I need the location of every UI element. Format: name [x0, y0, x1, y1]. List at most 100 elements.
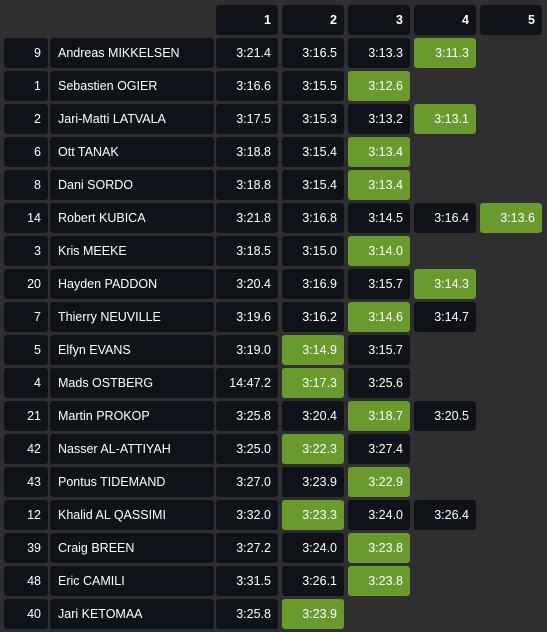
car-number: 4: [4, 368, 48, 398]
driver-name[interactable]: Jari-Matti LATVALA: [50, 104, 214, 134]
car-number: 8: [4, 170, 48, 200]
stage-header-2[interactable]: 2: [282, 5, 344, 35]
driver-name[interactable]: Robert KUBICA: [50, 203, 214, 233]
stage-time: 3:15.3: [282, 104, 344, 134]
header-spacer-name: [50, 5, 214, 35]
stage-time: 3:20.4: [282, 401, 344, 431]
table-row[interactable]: 7 Thierry NEUVILLE 3:19.6 3:16.2 3:14.6 3:14.…: [4, 302, 546, 332]
stage-time: [480, 104, 542, 134]
stage-time: 3:20.4: [216, 269, 278, 299]
car-number: 9: [4, 38, 48, 68]
car-number: 39: [4, 533, 48, 563]
car-number: 5: [4, 335, 48, 365]
stage-time-best: 3:12.6: [348, 71, 410, 101]
stage-time: 3:27.4: [348, 434, 410, 464]
stage-time: 3:32.0: [216, 500, 278, 530]
stage-time: [414, 467, 476, 497]
table-row[interactable]: 2 Jari-Matti LATVALA 3:17.5 3:15.3 3:13.2 3:1…: [4, 104, 546, 134]
stage-time: [414, 236, 476, 266]
table-row[interactable]: 48 Eric CAMILI 3:31.5 3:26.1 3:23.8: [4, 566, 546, 596]
table-row[interactable]: 39 Craig BREEN 3:27.2 3:24.0 3:23.8: [4, 533, 546, 563]
stage-time: 3:24.0: [282, 533, 344, 563]
table-row[interactable]: 14 Robert KUBICA 3:21.8 3:16.8 3:14.5 3:16.4 3…: [4, 203, 546, 233]
stage-time: 3:20.5: [414, 401, 476, 431]
driver-name[interactable]: Martin PROKOP: [50, 401, 214, 431]
driver-name[interactable]: Kris MEEKE: [50, 236, 214, 266]
stage-header-5[interactable]: 5: [480, 5, 542, 35]
driver-name[interactable]: Eric CAMILI: [50, 566, 214, 596]
stage-time: [480, 500, 542, 530]
stage-time: 3:13.3: [348, 38, 410, 68]
stage-time: 3:27.0: [216, 467, 278, 497]
table-row[interactable]: 43 Pontus TIDEMAND 3:27.0 3:23.9 3:22.9: [4, 467, 546, 497]
table-row[interactable]: 1 Sebastien OGIER 3:16.6 3:15.5 3:12.6: [4, 71, 546, 101]
driver-name[interactable]: Craig BREEN: [50, 533, 214, 563]
stage-time: 3:15.5: [282, 71, 344, 101]
stage-time: [414, 137, 476, 167]
stage-time: 3:25.0: [216, 434, 278, 464]
table-row[interactable]: 6 Ott TANAK 3:18.8 3:15.4 3:13.4: [4, 137, 546, 167]
driver-name[interactable]: Mads OSTBERG: [50, 368, 214, 398]
stage-time-best: 3:18.7: [348, 401, 410, 431]
stage-time-best: 3:14.6: [348, 302, 410, 332]
stage-time: [480, 533, 542, 563]
table-row[interactable]: 21 Martin PROKOP 3:25.8 3:20.4 3:18.7 3:20.5: [4, 401, 546, 431]
stage-time: [480, 434, 542, 464]
stage-time-best: 3:13.6: [480, 203, 542, 233]
stage-time: 3:14.5: [348, 203, 410, 233]
results-table: 1 2 3 4 5 9 Andreas MIKKELSEN 3:21.4 3:16.5…: [4, 5, 546, 632]
stage-time: [480, 599, 542, 629]
stage-header-3[interactable]: 3: [348, 5, 410, 35]
driver-name[interactable]: Hayden PADDON: [50, 269, 214, 299]
stage-time: 3:21.8: [216, 203, 278, 233]
driver-name[interactable]: Ott TANAK: [50, 137, 214, 167]
stage-time: 3:18.8: [216, 137, 278, 167]
driver-name[interactable]: Jari KETOMAA: [50, 599, 214, 629]
stage-time: [480, 467, 542, 497]
stage-time: [348, 599, 410, 629]
driver-name[interactable]: Khalid AL QASSIMI: [50, 500, 214, 530]
table-row[interactable]: 42 Nasser AL-ATTIYAH 3:25.0 3:22.3 3:27.4: [4, 434, 546, 464]
driver-name[interactable]: Thierry NEUVILLE: [50, 302, 214, 332]
stage-time: 3:18.8: [216, 170, 278, 200]
table-row[interactable]: 4 Mads OSTBERG 14:47.2 3:17.3 3:25.6: [4, 368, 546, 398]
stage-time-best: 3:14.0: [348, 236, 410, 266]
stage-time: [480, 170, 542, 200]
table-row[interactable]: 5 Elfyn EVANS 3:19.0 3:14.9 3:15.7: [4, 335, 546, 365]
car-number: 20: [4, 269, 48, 299]
stage-time: 3:17.5: [216, 104, 278, 134]
stage-time-best: 3:11.3: [414, 38, 476, 68]
driver-name[interactable]: Nasser AL-ATTIYAH: [50, 434, 214, 464]
stage-time: 3:26.1: [282, 566, 344, 596]
stage-time-best: 3:14.9: [282, 335, 344, 365]
table-row[interactable]: 20 Hayden PADDON 3:20.4 3:16.9 3:15.7 3:14.3: [4, 269, 546, 299]
header-row: 1 2 3 4 5: [4, 5, 546, 35]
stage-time: [480, 71, 542, 101]
car-number: 6: [4, 137, 48, 167]
stage-time: [414, 533, 476, 563]
stage-header-4[interactable]: 4: [414, 5, 476, 35]
stage-time: 3:25.8: [216, 401, 278, 431]
stage-time: [414, 335, 476, 365]
car-number: 42: [4, 434, 48, 464]
table-row[interactable]: 3 Kris MEEKE 3:18.5 3:15.0 3:14.0: [4, 236, 546, 266]
stage-time: 3:16.6: [216, 71, 278, 101]
header-spacer-number: [4, 5, 48, 35]
stage-time: [480, 302, 542, 332]
driver-name[interactable]: Sebastien OGIER: [50, 71, 214, 101]
stage-time: 3:19.0: [216, 335, 278, 365]
table-row[interactable]: 12 Khalid AL QASSIMI 3:32.0 3:23.3 3:24.0 3:2…: [4, 500, 546, 530]
stage-time: [414, 170, 476, 200]
stage-header-1[interactable]: 1: [216, 5, 278, 35]
stage-time: 3:23.9: [282, 467, 344, 497]
stage-time: 3:26.4: [414, 500, 476, 530]
stage-time: 3:15.4: [282, 137, 344, 167]
table-row[interactable]: 8 Dani SORDO 3:18.8 3:15.4 3:13.4: [4, 170, 546, 200]
driver-name[interactable]: Elfyn EVANS: [50, 335, 214, 365]
stage-time: 3:14.7: [414, 302, 476, 332]
driver-name[interactable]: Pontus TIDEMAND: [50, 467, 214, 497]
driver-name[interactable]: Dani SORDO: [50, 170, 214, 200]
table-row[interactable]: 9 Andreas MIKKELSEN 3:21.4 3:16.5 3:13.3 3:11…: [4, 38, 546, 68]
driver-name[interactable]: Andreas MIKKELSEN: [50, 38, 214, 68]
table-row[interactable]: 40 Jari KETOMAA 3:25.8 3:23.9: [4, 599, 546, 629]
